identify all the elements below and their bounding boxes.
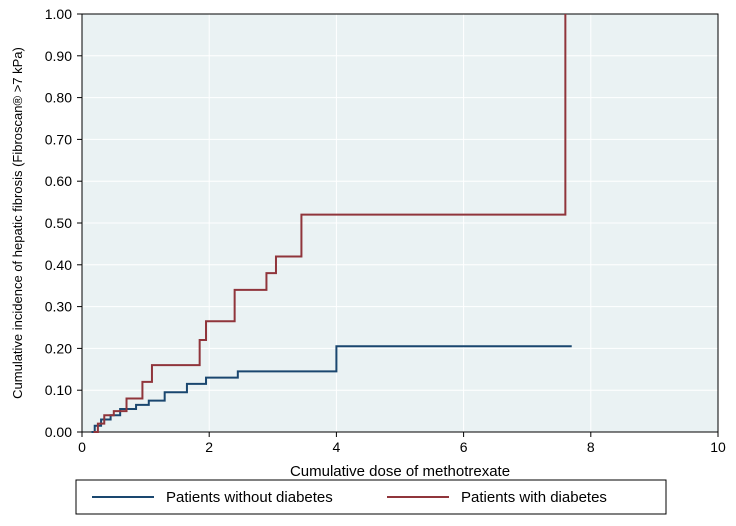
x-tick-label: 2 bbox=[205, 439, 213, 455]
y-tick-label: 0.10 bbox=[45, 382, 72, 398]
x-tick-label: 8 bbox=[587, 439, 595, 455]
y-axis-label: Cumulative incidence of hepatic fibrosis… bbox=[10, 47, 25, 399]
cumulative-incidence-chart: 0 2 4 6 8 10 0.00 0.10 0.20 0.30 0.40 0.50 0.60 0.70 0… bbox=[0, 0, 736, 526]
x-axis-label: Cumulative dose of methotrexate bbox=[290, 463, 510, 480]
x-tick-label: 0 bbox=[78, 439, 86, 455]
x-tick-label: 10 bbox=[710, 439, 726, 455]
y-tick-label: 0.70 bbox=[45, 131, 72, 147]
y-tick-label: 0.60 bbox=[45, 173, 72, 189]
y-tick-label: 0.90 bbox=[45, 48, 72, 64]
x-tick-label: 6 bbox=[460, 439, 468, 455]
legend-label: Patients with diabetes bbox=[461, 489, 607, 506]
y-tick-label: 0.30 bbox=[45, 299, 72, 315]
y-tick-label: 0.20 bbox=[45, 340, 72, 356]
chart-container: 0 2 4 6 8 10 0.00 0.10 0.20 0.30 0.40 0.50 0.60 0.70 0… bbox=[0, 0, 736, 526]
y-tick-label: 1.00 bbox=[45, 6, 72, 22]
legend-label: Patients without diabetes bbox=[166, 489, 333, 506]
x-tick-label: 4 bbox=[333, 439, 341, 455]
y-tick-label: 0.50 bbox=[45, 215, 72, 231]
y-tick-label: 0.00 bbox=[45, 424, 72, 440]
y-tick-label: 0.40 bbox=[45, 257, 72, 273]
y-tick-label: 0.80 bbox=[45, 90, 72, 106]
